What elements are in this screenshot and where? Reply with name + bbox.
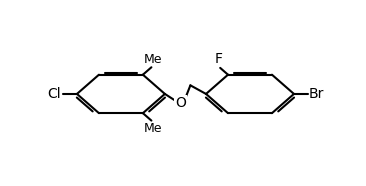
Text: F: F xyxy=(215,52,223,66)
Text: Me: Me xyxy=(143,122,162,135)
Text: Me: Me xyxy=(143,53,162,66)
Text: Cl: Cl xyxy=(48,87,61,101)
Text: Br: Br xyxy=(309,87,324,101)
Text: O: O xyxy=(175,96,186,110)
